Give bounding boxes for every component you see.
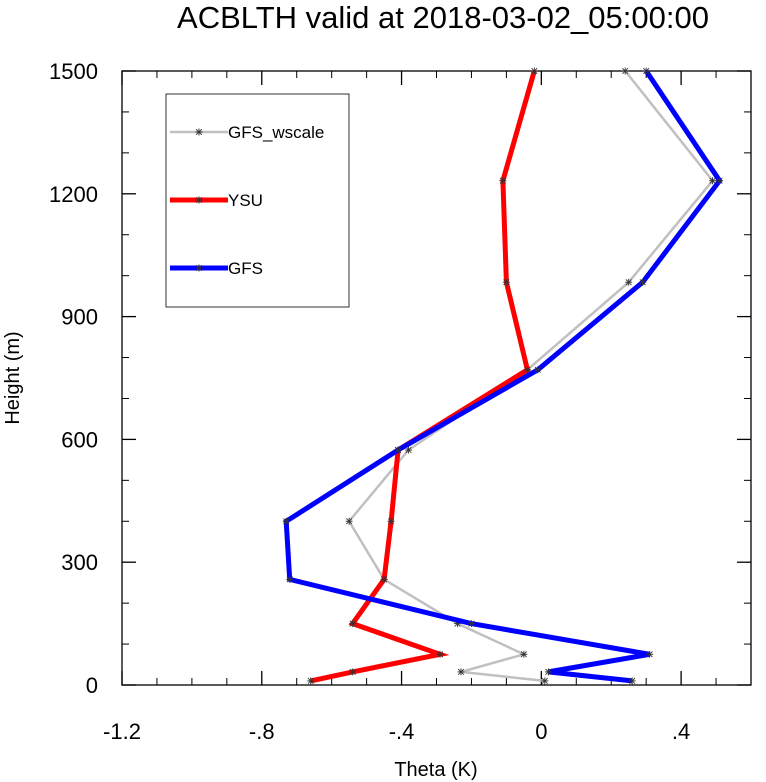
data-point bbox=[523, 366, 531, 374]
marker-stroke bbox=[349, 620, 356, 627]
marker-stroke bbox=[283, 518, 290, 525]
data-point bbox=[642, 67, 650, 75]
data-point bbox=[345, 517, 353, 525]
data-point bbox=[286, 575, 294, 583]
marker-stroke bbox=[387, 518, 395, 525]
x-tick-label: -1.2 bbox=[103, 719, 141, 744]
data-point bbox=[709, 177, 717, 185]
series-line bbox=[283, 69, 723, 684]
marker-stroke bbox=[499, 177, 507, 184]
legend-marker bbox=[195, 196, 203, 204]
marker-stroke bbox=[534, 366, 541, 373]
legend-entry-ysu: YSU bbox=[170, 191, 263, 210]
y-tick-label: 1500 bbox=[49, 59, 98, 84]
y-tick-label: 1200 bbox=[49, 182, 98, 207]
data-point bbox=[387, 517, 395, 525]
data-point bbox=[282, 517, 290, 525]
data-point bbox=[534, 366, 542, 374]
chart-title: ACBLTH valid at 2018-03-02_05:00:00 bbox=[177, 0, 709, 35]
data-point bbox=[499, 177, 507, 185]
data-point bbox=[349, 668, 357, 676]
marker-stroke bbox=[646, 651, 653, 658]
marker-stroke bbox=[625, 279, 632, 286]
data-point bbox=[405, 446, 413, 454]
axis-ticks: -1.2 -.8 -.4 0 .4 0 300 600 900 1200 1500 bbox=[49, 59, 752, 744]
marker-stroke bbox=[457, 668, 465, 676]
data-point bbox=[457, 668, 465, 676]
marker-stroke bbox=[716, 177, 723, 184]
marker-stroke bbox=[639, 279, 646, 286]
legend-marker bbox=[195, 128, 203, 136]
marker-stroke bbox=[524, 366, 531, 373]
x-tick-label: -.8 bbox=[249, 719, 275, 744]
marker-stroke bbox=[643, 67, 650, 75]
legend-label: YSU bbox=[228, 191, 263, 210]
data-point bbox=[530, 67, 538, 75]
legend-marker bbox=[195, 264, 203, 272]
data-point bbox=[621, 67, 629, 75]
marker-stroke bbox=[380, 576, 388, 583]
y-tick-label: 900 bbox=[61, 305, 98, 330]
marker-stroke bbox=[436, 651, 444, 658]
series-layer bbox=[282, 67, 724, 685]
data-point bbox=[541, 677, 549, 685]
data-point bbox=[544, 668, 552, 676]
marker-stroke bbox=[545, 668, 552, 676]
legend-entry-gfs_wscale: GFS_wscale bbox=[170, 123, 324, 142]
marker-stroke bbox=[468, 620, 475, 627]
marker-stroke bbox=[195, 196, 203, 204]
marker-stroke bbox=[307, 677, 314, 685]
data-point bbox=[436, 650, 444, 658]
x-axis-label: Theta (K) bbox=[394, 759, 477, 781]
data-point bbox=[646, 650, 654, 658]
y-tick-label: 300 bbox=[61, 550, 98, 575]
x-tick-label: 0 bbox=[535, 719, 547, 744]
legend: GFS_wscale YSU GFS bbox=[165, 93, 350, 308]
data-point bbox=[716, 177, 724, 185]
y-tick-label: 600 bbox=[61, 427, 98, 452]
data-point bbox=[467, 620, 475, 628]
marker-stroke bbox=[709, 177, 716, 184]
legend-label: GFS bbox=[228, 259, 263, 278]
data-point bbox=[520, 650, 528, 658]
data-point bbox=[628, 677, 636, 685]
legend-label: GFS_wscale bbox=[228, 123, 324, 142]
marker-stroke bbox=[629, 677, 636, 685]
data-point bbox=[625, 278, 633, 286]
marker-stroke bbox=[531, 67, 538, 75]
marker-stroke bbox=[346, 518, 353, 525]
marker-stroke bbox=[394, 446, 402, 454]
marker-stroke bbox=[520, 651, 527, 658]
x-tick-label: .4 bbox=[672, 719, 690, 744]
marker-stroke bbox=[541, 677, 548, 685]
marker-stroke bbox=[503, 279, 510, 286]
series-gfs bbox=[282, 67, 724, 685]
y-axis-label: Height (m) bbox=[2, 331, 24, 424]
data-point bbox=[349, 620, 357, 628]
data-point bbox=[380, 575, 388, 583]
data-point bbox=[639, 278, 647, 286]
x-tick-label: -.4 bbox=[389, 719, 415, 744]
data-point bbox=[394, 446, 402, 454]
marker-stroke bbox=[195, 264, 203, 272]
legend-entry-gfs: GFS bbox=[170, 259, 263, 278]
marker-stroke bbox=[286, 576, 293, 583]
y-tick-label: 0 bbox=[86, 673, 98, 698]
marker-stroke bbox=[195, 128, 203, 136]
data-point bbox=[307, 677, 315, 685]
data-point bbox=[502, 278, 510, 286]
marker-stroke bbox=[622, 67, 629, 75]
marker-stroke bbox=[405, 446, 412, 454]
marker-stroke bbox=[349, 668, 356, 676]
